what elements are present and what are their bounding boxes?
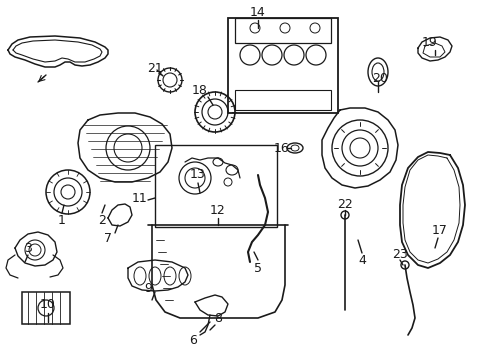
Text: 8: 8 [214, 311, 222, 324]
Text: 3: 3 [24, 242, 32, 255]
Text: 22: 22 [336, 198, 352, 211]
Text: 23: 23 [391, 248, 407, 261]
Text: 21: 21 [147, 62, 163, 75]
Bar [235, 18, 330, 43]
Text: 12: 12 [210, 203, 225, 216]
Text: 9: 9 [144, 282, 152, 294]
Text: 20: 20 [371, 72, 387, 85]
Text: 16: 16 [274, 141, 289, 154]
Bar [227, 18, 337, 113]
Text: 4: 4 [357, 253, 365, 266]
Text: 1: 1 [58, 213, 66, 226]
Bar [235, 90, 330, 110]
Text: 18: 18 [192, 84, 207, 96]
Text: 13: 13 [190, 168, 205, 181]
Text: 2: 2 [98, 213, 106, 226]
Text: 14: 14 [250, 5, 265, 18]
Text: 17: 17 [431, 224, 447, 237]
Bar [22, 292, 70, 324]
Text: 5: 5 [253, 261, 262, 274]
Text: 7: 7 [104, 231, 112, 244]
Text: 19: 19 [421, 36, 437, 49]
Text: 6: 6 [189, 333, 197, 346]
Text: 11: 11 [132, 192, 147, 204]
Bar [155, 145, 276, 227]
Text: 10: 10 [40, 298, 56, 311]
